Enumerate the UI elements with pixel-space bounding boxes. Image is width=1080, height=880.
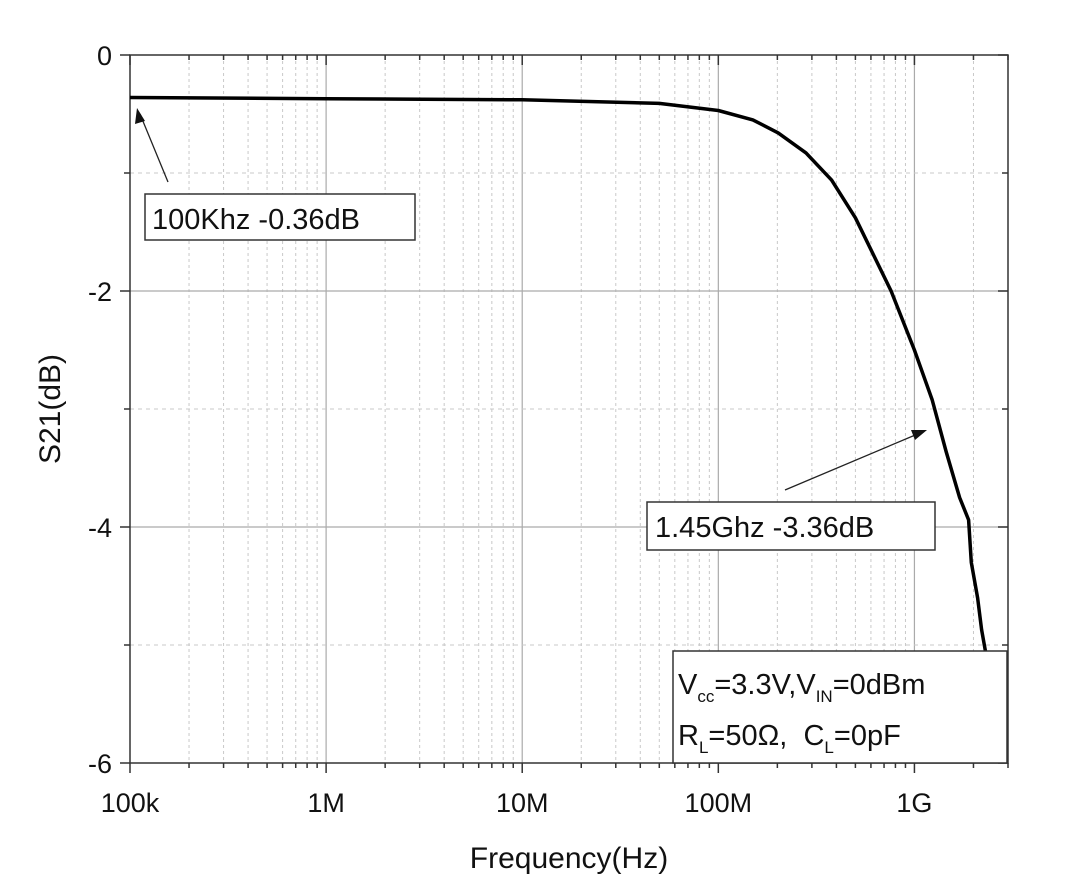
tick-labels: 100k 1M 10M 100M 1G 0 -2 -4 -6 (88, 41, 932, 818)
y-tick-label: -4 (88, 513, 112, 543)
x-tick-label: 100k (101, 788, 160, 818)
y-axis-label: S21(dB) (34, 354, 67, 464)
x-tick-label: 1M (307, 788, 345, 818)
x-tick-label: 10M (496, 788, 549, 818)
axis-ticks (120, 54, 1009, 773)
conditions-line-2: RL=50Ω, CL=0pF (678, 720, 901, 757)
arrow-head-icon (911, 430, 927, 440)
conditions-frame (672, 650, 1008, 764)
x-axis-label: Frequency(Hz) (470, 842, 668, 875)
annotation-arrow-line (139, 113, 169, 183)
conditions-box: Vcc=3.3V,VIN=0dBm RL=50Ω, CL=0pF (672, 650, 1008, 764)
conditions-line-1: Vcc=3.3V,VIN=0dBm (678, 669, 925, 706)
annotation-box (646, 501, 936, 551)
annotation-arrow-line (784, 432, 921, 491)
annotation-text: 100Khz -0.36dB (152, 204, 360, 236)
arrow-head-icon (135, 108, 145, 124)
y-tick-label: -2 (88, 277, 112, 307)
annotation-low: 100Khz -0.36dB (135, 108, 416, 241)
annotation-box (144, 193, 416, 241)
s21-curve (129, 95, 988, 652)
annotation-high: 1.45Ghz -3.36dB (646, 430, 936, 551)
grid (130, 55, 1008, 763)
annotation-text: 1.45Ghz -3.36dB (655, 512, 874, 544)
y-tick-label: 0 (97, 41, 112, 71)
x-tick-label: 100M (685, 788, 753, 818)
x-tick-label: 1G (896, 788, 932, 818)
y-tick-label: -6 (88, 749, 112, 779)
